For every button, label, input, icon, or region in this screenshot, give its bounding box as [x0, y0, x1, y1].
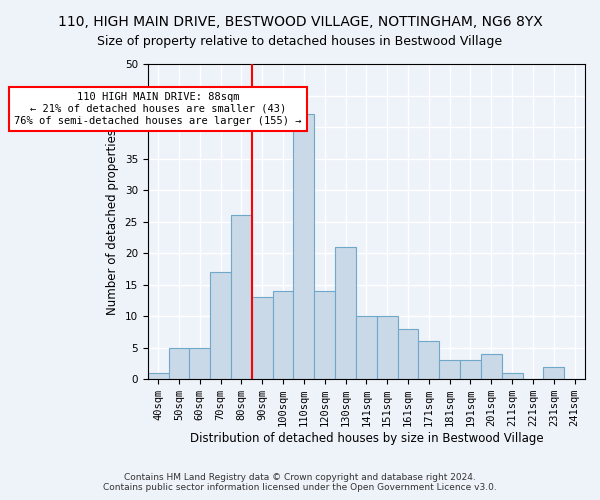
- Bar: [439, 360, 460, 379]
- Text: 110 HIGH MAIN DRIVE: 88sqm
← 21% of detached houses are smaller (43)
76% of semi: 110 HIGH MAIN DRIVE: 88sqm ← 21% of deta…: [14, 92, 302, 126]
- Bar: [481, 354, 502, 379]
- Bar: [356, 316, 377, 379]
- Bar: [148, 373, 169, 379]
- Text: 110, HIGH MAIN DRIVE, BESTWOOD VILLAGE, NOTTINGHAM, NG6 8YX: 110, HIGH MAIN DRIVE, BESTWOOD VILLAGE, …: [58, 15, 542, 29]
- Text: Size of property relative to detached houses in Bestwood Village: Size of property relative to detached ho…: [97, 35, 503, 48]
- Bar: [293, 114, 314, 379]
- Bar: [231, 216, 252, 379]
- Bar: [314, 291, 335, 379]
- Bar: [210, 272, 231, 379]
- Y-axis label: Number of detached properties: Number of detached properties: [106, 128, 119, 314]
- Bar: [252, 298, 272, 379]
- Bar: [190, 348, 210, 379]
- X-axis label: Distribution of detached houses by size in Bestwood Village: Distribution of detached houses by size …: [190, 432, 543, 445]
- Bar: [272, 291, 293, 379]
- Bar: [335, 247, 356, 379]
- Bar: [418, 342, 439, 379]
- Bar: [502, 373, 523, 379]
- Text: Contains HM Land Registry data © Crown copyright and database right 2024.
Contai: Contains HM Land Registry data © Crown c…: [103, 473, 497, 492]
- Bar: [544, 366, 564, 379]
- Bar: [398, 329, 418, 379]
- Bar: [169, 348, 190, 379]
- Bar: [460, 360, 481, 379]
- Bar: [377, 316, 398, 379]
